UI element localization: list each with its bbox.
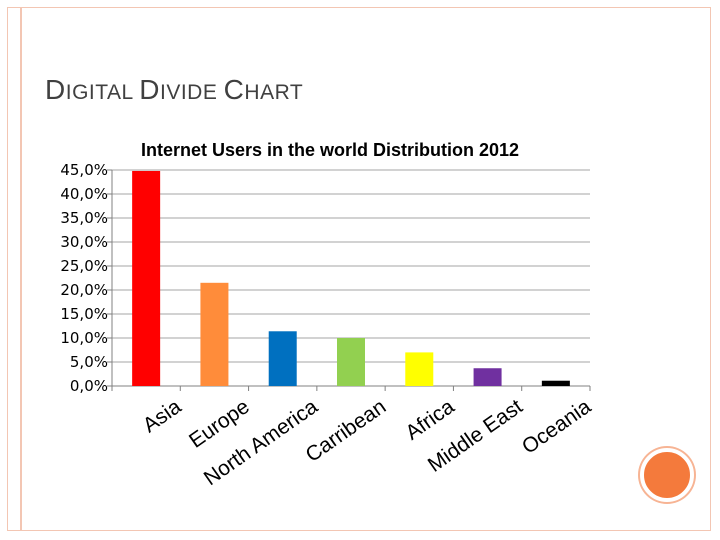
slide-frame bbox=[7, 7, 711, 531]
slide-title-part: IGITAL bbox=[65, 81, 140, 104]
bar bbox=[337, 338, 365, 386]
y-tick-label: 25,0% bbox=[60, 257, 108, 275]
slide-left-rule bbox=[20, 7, 22, 531]
bar bbox=[268, 331, 297, 386]
y-tick-label: 0,0% bbox=[70, 377, 108, 395]
decorative-orange-dot bbox=[640, 448, 694, 502]
slide-title-part: HART bbox=[244, 81, 304, 104]
y-tick-label: 30,0% bbox=[60, 233, 108, 251]
slide-title-part: D bbox=[139, 74, 160, 105]
bar bbox=[541, 380, 570, 386]
y-tick-label: 15,0% bbox=[60, 305, 108, 323]
y-tick-label: 5,0% bbox=[70, 353, 108, 371]
bar bbox=[473, 368, 502, 386]
x-category-label: Africa bbox=[401, 395, 458, 445]
slide-title-part: IVIDE bbox=[159, 81, 224, 104]
y-tick-label: 35,0% bbox=[60, 209, 108, 227]
x-category-label: Asia bbox=[139, 395, 186, 437]
slide-title: DIGITAL DIVIDE CHART bbox=[45, 74, 303, 106]
bar bbox=[405, 352, 434, 386]
y-tick-label: 45,0% bbox=[60, 161, 108, 179]
chart-title: Internet Users in the world Distribution… bbox=[141, 140, 519, 160]
x-category-label: North America bbox=[200, 395, 322, 490]
y-tick-label: 20,0% bbox=[60, 281, 108, 299]
bar bbox=[132, 170, 161, 386]
x-category-label: Oceania bbox=[518, 395, 596, 459]
slide-title-part: D bbox=[45, 74, 66, 105]
slide-title-part: C bbox=[223, 74, 245, 105]
y-tick-label: 10,0% bbox=[60, 329, 108, 347]
bar bbox=[200, 282, 229, 386]
y-tick-label: 40,0% bbox=[60, 185, 108, 203]
